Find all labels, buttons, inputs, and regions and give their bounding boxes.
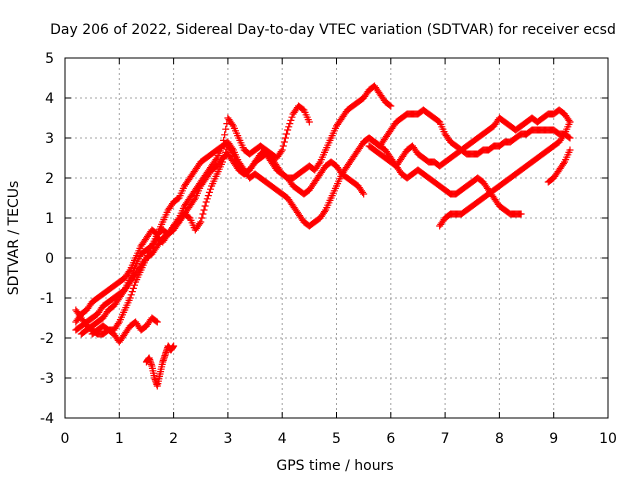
x-tick-label: 8	[495, 431, 504, 447]
data-point	[125, 268, 133, 276]
grid	[65, 58, 608, 418]
series-6	[142, 342, 178, 390]
data-point	[203, 195, 211, 203]
data-point	[190, 196, 198, 204]
data-point	[387, 102, 395, 110]
x-tick-label: 5	[332, 431, 341, 447]
data-point	[170, 342, 178, 350]
data-point	[566, 134, 574, 142]
data-point	[386, 101, 394, 109]
series-7	[365, 106, 574, 170]
series-3	[72, 134, 525, 338]
x-tick-label: 6	[386, 431, 395, 447]
y-tick-label: 2	[45, 171, 54, 187]
data-point	[200, 206, 208, 214]
data-points	[72, 82, 574, 390]
data-point	[277, 148, 285, 156]
x-tick-label: 0	[61, 431, 70, 447]
series-9	[436, 118, 574, 230]
x-tick-label: 7	[441, 431, 450, 447]
data-point	[566, 118, 574, 126]
data-point	[114, 320, 122, 328]
data-point	[222, 125, 230, 133]
x-tick-label: 4	[278, 431, 287, 447]
data-point	[359, 188, 367, 196]
y-tick-label: -3	[40, 371, 54, 387]
data-point	[565, 133, 573, 141]
y-tick-label: 4	[45, 91, 54, 107]
series-10	[544, 146, 574, 186]
data-point	[127, 291, 135, 299]
data-point	[559, 132, 567, 140]
data-point	[129, 284, 137, 292]
data-point	[566, 146, 574, 154]
data-point	[207, 185, 215, 193]
series-2	[77, 82, 395, 338]
data-point	[196, 220, 204, 228]
data-point	[202, 198, 210, 206]
data-point	[153, 318, 161, 326]
series-5	[88, 314, 161, 346]
data-point	[280, 138, 288, 146]
data-point	[131, 281, 139, 289]
data-point	[286, 120, 294, 128]
x-tick-label: 9	[549, 431, 558, 447]
series-8	[360, 106, 574, 158]
data-point	[284, 126, 292, 134]
data-point	[285, 123, 293, 131]
data-point	[315, 160, 323, 168]
y-tick-label: 1	[45, 211, 54, 227]
data-point	[517, 210, 525, 218]
y-tick-label: -4	[40, 411, 54, 427]
x-axis-label: GPS time / hours	[276, 458, 393, 474]
x-tick-label: 1	[115, 431, 124, 447]
data-point	[201, 202, 209, 210]
data-point	[228, 144, 236, 152]
y-tick-label: 0	[45, 251, 54, 267]
series-1	[72, 102, 313, 326]
plot-frame	[64, 57, 609, 419]
axis-ticks: 0 1 2 3 4 5 6 7 8 9 10 -4 -3 -2 -1 0 1 2 3 4 5	[40, 51, 617, 447]
data-point	[198, 214, 206, 222]
series-4	[72, 150, 368, 334]
y-tick-label: 3	[45, 131, 54, 147]
y-tick-label: -2	[40, 331, 54, 347]
y-tick-label: 5	[45, 51, 54, 67]
data-point	[321, 208, 329, 216]
data-point	[152, 317, 160, 325]
data-point	[279, 142, 287, 150]
data-point	[360, 190, 368, 198]
data-point	[126, 294, 134, 302]
chart-title: Day 206 of 2022, Sidereal Day-to-day VTE…	[50, 22, 616, 38]
y-axis-label: SDTVAR / TECUs	[6, 181, 22, 296]
data-point	[128, 288, 136, 296]
data-point	[204, 192, 212, 200]
data-point	[305, 118, 313, 126]
data-point	[197, 218, 205, 226]
data-point	[205, 188, 213, 196]
x-tick-label: 2	[169, 431, 178, 447]
y-tick-label: -1	[40, 291, 54, 307]
data-point	[278, 146, 286, 154]
data-point	[287, 116, 295, 124]
data-point	[199, 210, 207, 218]
data-point	[281, 134, 289, 142]
x-tick-label: 10	[599, 431, 617, 447]
data-point	[221, 131, 229, 139]
data-point	[288, 113, 296, 121]
data-point	[559, 160, 567, 168]
data-point	[228, 120, 236, 128]
x-tick-label: 3	[223, 431, 232, 447]
data-point	[283, 130, 291, 138]
